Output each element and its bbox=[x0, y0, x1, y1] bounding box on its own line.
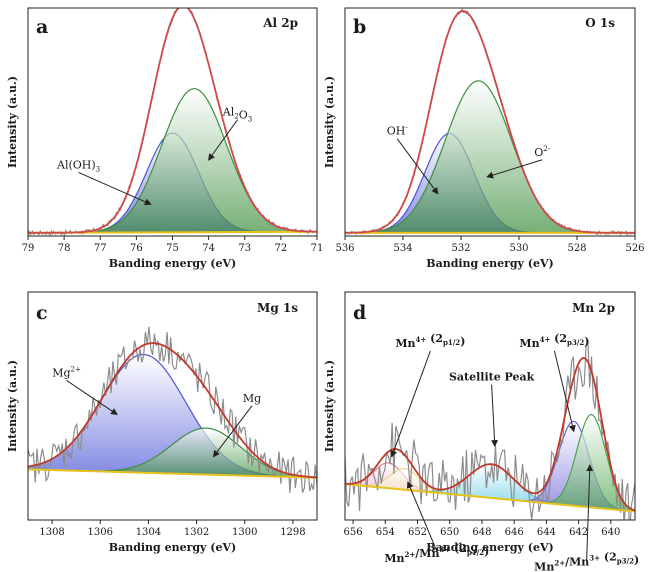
x-tick-label: 71 bbox=[311, 243, 324, 254]
annotation-arrow bbox=[212, 405, 253, 458]
x-tick-label: 652 bbox=[408, 527, 427, 538]
x-tick-label: 650 bbox=[440, 527, 459, 538]
x-tick-label: 1302 bbox=[184, 527, 209, 538]
fit-envelope-a bbox=[28, 8, 317, 234]
panel-title: Mg 1s bbox=[257, 301, 298, 315]
x-tick-label: 642 bbox=[569, 527, 588, 538]
plot-frame-d bbox=[344, 291, 636, 521]
plot-frame-c bbox=[27, 291, 318, 521]
x-tick-label: 536 bbox=[335, 243, 354, 254]
annotation-label: O2- bbox=[534, 145, 550, 159]
panel-title: O 1s bbox=[585, 16, 615, 30]
annotation-label: Satellite Peak bbox=[449, 371, 535, 384]
x-axis-title: Banding energy (eV) bbox=[426, 257, 553, 270]
x-axis-title: Banding energy (eV) bbox=[109, 257, 236, 270]
x-tick-label: 526 bbox=[625, 243, 644, 254]
y-axis-title: Intensity (a.u.) bbox=[6, 360, 19, 452]
x-tick-label: 74 bbox=[202, 243, 215, 254]
x-tick-label: 528 bbox=[567, 243, 586, 254]
fit-envelope-d bbox=[345, 356, 635, 512]
chart-panel-c: 1308 1306 1304 1302 1300 1298 Banding energy (… bbox=[6, 291, 318, 554]
annotation-arrow bbox=[486, 159, 543, 179]
x-tick-label: 644 bbox=[537, 527, 556, 538]
x-tick-label: 654 bbox=[376, 527, 395, 538]
x-tick-label: 75 bbox=[166, 243, 179, 254]
component-area-c-0 bbox=[28, 354, 317, 478]
component-area-b-1 bbox=[345, 80, 635, 233]
chart-panel-b: 536 534 532 530 528 526 Banding energy (eV) Int… bbox=[323, 7, 645, 270]
x-tick-label: 78 bbox=[58, 243, 71, 254]
x-tick-label: 646 bbox=[505, 527, 524, 538]
x-tick-label: 1298 bbox=[280, 527, 305, 538]
chart-panel-d: 656 654 652 650 648 646 644 642 640 Banding energ… bbox=[323, 291, 639, 572]
fit-envelope-c bbox=[28, 342, 317, 479]
annotation-label: Mn2+/Mn3+ (2p1/2) bbox=[384, 542, 489, 565]
x-tick-label: 640 bbox=[601, 527, 620, 538]
panel-letter: d bbox=[353, 302, 366, 324]
annotation-arrow bbox=[553, 350, 576, 433]
panel-letter: a bbox=[36, 16, 48, 38]
component-area-a-1 bbox=[28, 88, 317, 233]
x-tick-label: 72 bbox=[275, 243, 288, 254]
x-tick-label: 534 bbox=[393, 243, 412, 254]
x-tick-label: 530 bbox=[509, 243, 528, 254]
annotation-arrow bbox=[208, 119, 238, 161]
component-area-d-1 bbox=[345, 468, 635, 512]
x-tick-label: 532 bbox=[451, 243, 470, 254]
component-area-c-1 bbox=[28, 428, 317, 478]
panel-title: Al 2p bbox=[262, 16, 298, 30]
annotation-label: OH- bbox=[387, 124, 409, 138]
annotation-label: Mg2+ bbox=[52, 365, 81, 379]
x-tick-label: 76 bbox=[130, 243, 143, 254]
annotation-label: Al2O3 bbox=[222, 106, 252, 124]
annotation-arrow bbox=[396, 138, 439, 195]
y-axis-title: Intensity (a.u.) bbox=[323, 76, 336, 168]
x-tick-label: 1306 bbox=[88, 527, 113, 538]
x-axis-title: Banding energy (eV) bbox=[109, 541, 236, 554]
annotation-arrow bbox=[78, 171, 152, 206]
panel-letter: c bbox=[36, 302, 48, 324]
x-tick-label: 1308 bbox=[39, 527, 64, 538]
annotation-arrow bbox=[390, 350, 431, 458]
y-axis-title: Intensity (a.u.) bbox=[6, 76, 19, 168]
background-line-c bbox=[28, 468, 317, 479]
panel-letter: b bbox=[353, 16, 366, 38]
component-area-d-4 bbox=[345, 414, 635, 512]
x-tick-label: 648 bbox=[472, 527, 491, 538]
y-axis-title: Intensity (a.u.) bbox=[323, 360, 336, 452]
annotation-arrow bbox=[406, 481, 438, 552]
annotation-label: Mn4+ (2p1/2) bbox=[395, 332, 465, 350]
annotation-label: Al(OH)3 bbox=[56, 158, 100, 173]
annotation-label: Mn4+ (2p3/2) bbox=[519, 332, 589, 350]
x-tick-label: 79 bbox=[22, 243, 35, 254]
annotation-arrow bbox=[491, 384, 499, 448]
x-tick-label: 656 bbox=[344, 527, 363, 538]
x-tick-label: 77 bbox=[94, 243, 107, 254]
background-line-d bbox=[345, 483, 635, 513]
plot-frame-b bbox=[344, 7, 636, 237]
annotation-arrow bbox=[586, 464, 594, 560]
x-tick-label: 73 bbox=[238, 243, 251, 254]
panel-title: Mn 2p bbox=[572, 301, 615, 315]
x-axis-title: Banding energy (eV) bbox=[426, 541, 553, 554]
x-tick-label: 1304 bbox=[136, 527, 161, 538]
fit-envelope-b bbox=[345, 10, 635, 234]
annotation-label: Mn2+/Mn3+ (2p3/2) bbox=[534, 551, 639, 572]
annotation-arrow bbox=[66, 380, 118, 416]
chart-panel-a: 79 78 77 76 75 74 73 72 71 Banding energy (eV) Int… bbox=[6, 7, 324, 270]
component-area-d-3 bbox=[345, 421, 635, 512]
x-tick-label: 1300 bbox=[232, 527, 257, 538]
component-area-d-2 bbox=[345, 464, 635, 512]
annotation-label: Mg bbox=[243, 392, 261, 405]
raw-spectrum-c bbox=[28, 326, 317, 494]
